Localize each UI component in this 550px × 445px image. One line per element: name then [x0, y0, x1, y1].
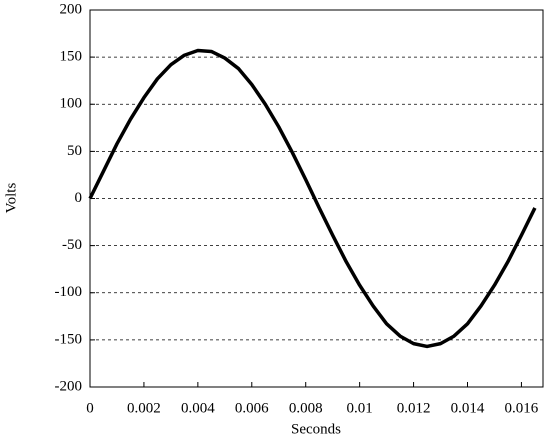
series-line — [88, 48, 537, 349]
x-tick-label: 0.016 — [505, 400, 539, 416]
y-axis-label: Volts — [3, 183, 19, 214]
y-tick-label: -50 — [62, 237, 82, 253]
x-tick-label: 0.006 — [235, 400, 269, 416]
x-tick-label: 0 — [86, 400, 94, 416]
y-tick-label: 200 — [60, 1, 83, 17]
x-tick-label: 0.008 — [289, 400, 323, 416]
y-tick-label: 150 — [60, 49, 83, 65]
x-tick-label: 0.012 — [397, 400, 431, 416]
y-tick-label: -150 — [55, 331, 83, 347]
y-tick-label: -100 — [55, 284, 83, 300]
x-tick-label: 0.01 — [347, 400, 373, 416]
y-tick-label: 50 — [67, 143, 82, 159]
x-axis-label: Seconds — [291, 421, 341, 437]
y-tick-label: 0 — [75, 190, 83, 206]
y-tick-label: -200 — [55, 378, 83, 394]
x-tick-label: 0.002 — [127, 400, 161, 416]
x-tick-label: 0.014 — [451, 400, 485, 416]
y-tick-label: 100 — [60, 96, 83, 112]
x-tick-label: 0.004 — [181, 400, 215, 416]
